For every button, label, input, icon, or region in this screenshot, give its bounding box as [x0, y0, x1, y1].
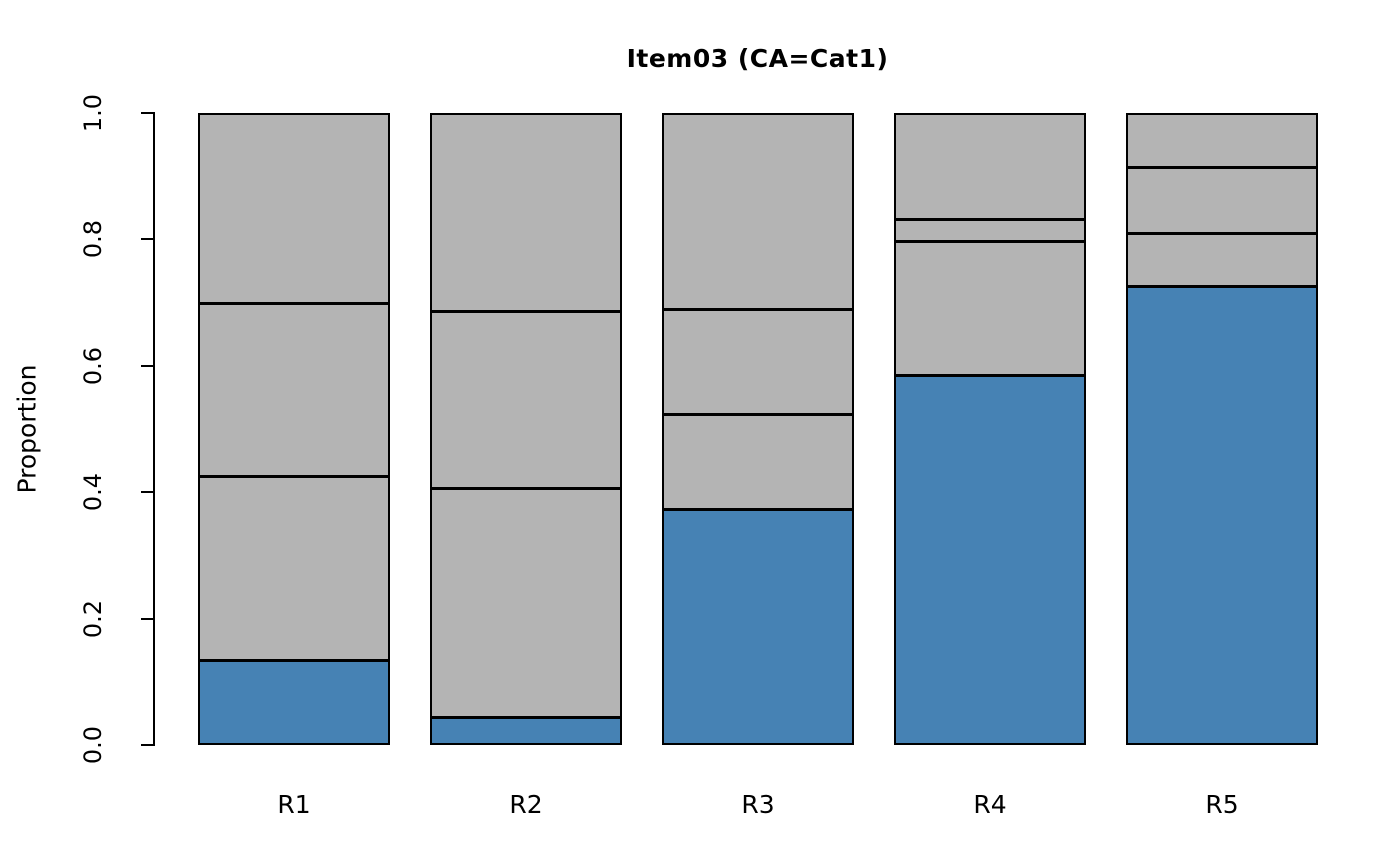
bar-segment-highlight	[664, 508, 852, 743]
bar-r1	[198, 113, 390, 745]
bar-segment-other	[432, 115, 620, 310]
y-axis-tick-label: 0.6	[79, 346, 107, 385]
y-axis-tick	[141, 744, 153, 746]
bar-inner	[200, 115, 388, 743]
bar-segment-other	[664, 413, 852, 509]
bar-segment-highlight	[896, 373, 1084, 743]
bar-segment-other	[896, 240, 1084, 374]
bar-segment-other	[200, 474, 388, 660]
x-axis-label: R3	[741, 790, 775, 819]
bar-r2	[430, 113, 622, 745]
x-axis-label: R1	[277, 790, 311, 819]
bar-inner	[896, 115, 1084, 743]
y-axis-tick-label: 0.0	[79, 725, 107, 765]
bar-segment-other	[200, 115, 388, 302]
bar-segment-other	[1128, 165, 1316, 233]
bar-segment-highlight	[200, 659, 388, 743]
y-axis-tick-label: 1.0	[79, 93, 107, 133]
y-axis-tick-label: 0.4	[79, 473, 107, 512]
bar-segment-other	[896, 115, 1084, 218]
y-axis-line	[153, 112, 155, 746]
bar-segment-other	[432, 487, 620, 716]
x-axis-label: R5	[1205, 790, 1239, 819]
y-axis-tick-label: 0.8	[79, 220, 107, 259]
x-axis-label: R4	[973, 790, 1007, 819]
y-axis-tick	[141, 491, 153, 494]
bar-inner	[1128, 115, 1316, 743]
bar-segment-highlight	[432, 716, 620, 743]
bar-r4	[894, 113, 1086, 745]
chart-title: Item03 (CA=Cat1)	[626, 44, 889, 73]
x-axis-label: R2	[509, 790, 543, 819]
bar-r3	[662, 113, 854, 745]
bar-segment-other	[432, 309, 620, 488]
y-axis-tick	[141, 364, 153, 367]
bar-segment-other	[896, 218, 1084, 240]
bar-segment-other	[1128, 232, 1316, 285]
bar-segment-other	[664, 115, 852, 308]
bar-inner	[432, 115, 620, 743]
bar-segment-highlight	[1128, 284, 1316, 743]
bar-r5	[1126, 113, 1318, 745]
y-axis-tick	[141, 617, 153, 620]
bar-segment-other	[1128, 115, 1316, 166]
y-axis-tick	[141, 112, 153, 114]
plot-area: 0.0 0.2 0.4 0.6 0.8 1.0 R1 R2 R3 R4 R5	[79, 94, 1360, 819]
y-axis-title: Proportion	[12, 364, 42, 494]
bar-segment-other	[200, 301, 388, 475]
bar-inner	[664, 115, 852, 743]
bar-segment-other	[664, 307, 852, 414]
y-axis-tick-label: 0.2	[79, 599, 107, 638]
y-axis-tick	[141, 238, 153, 241]
